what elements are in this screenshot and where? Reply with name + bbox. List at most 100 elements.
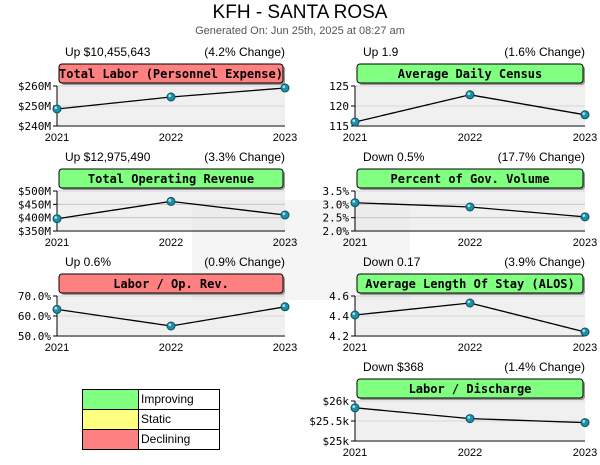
title-banner [356,63,584,84]
data-point-highlight [168,323,172,327]
data-point-highlight [352,200,356,203]
x-tick-label: 2023 [273,132,297,144]
data-point-highlight [352,312,356,316]
y-tick-label: $500M [18,185,51,198]
y-tick-label: 2.5% [323,212,350,225]
data-point [166,92,176,102]
x-tick-label: 2021 [45,132,69,144]
percent-change-text: (3.3% Change) [204,150,285,164]
y-tick-label: 4.4 [329,310,349,323]
x-tick-label: 2021 [343,342,367,354]
legend: Improving Static Declining [82,389,220,450]
percent-change-text: (4.2% Change) [204,45,285,59]
y-tick-label: $400M [18,212,51,225]
data-point-highlight [467,204,471,208]
data-point [280,302,290,312]
title-banner [356,378,584,399]
data-point [350,310,360,320]
data-point-highlight [54,216,58,219]
x-tick-label: 2023 [573,237,597,249]
change-text: Down $368 [363,360,424,374]
y-tick-label: 70.0% [18,290,51,303]
data-point [52,304,62,314]
title-banner [356,273,584,294]
y-tick-label: $260M [18,80,51,93]
y-tick-label: $25k [323,435,350,448]
generated-timestamp: Generated On: Jun 25th, 2025 at 08:27 am [195,25,405,37]
y-tick-label: $26k [323,395,350,408]
x-tick-label: 2022 [159,342,183,354]
data-point-highlight [282,212,286,216]
data-point-highlight [467,92,471,95]
chart-title: Percent of Gov. Volume [391,172,550,186]
percent-change-text: (3.9% Change) [504,255,585,269]
legend-label: Declining [141,432,191,446]
data-point [350,198,360,208]
change-text: Down 0.17 [363,255,421,269]
x-tick-label: 2022 [159,237,183,249]
y-tick-label: 115 [329,120,349,133]
data-point-highlight [582,214,586,218]
y-tick-label: 50.0% [18,330,51,343]
data-point [350,403,360,413]
data-point [52,104,62,114]
data-point [465,414,475,424]
change-text: Up $12,975,490 [65,150,151,164]
title-banner [58,168,284,189]
x-tick-label: 2022 [458,447,482,459]
y-tick-label: 4.6 [329,290,349,303]
data-point [465,202,475,212]
data-point [580,327,590,337]
chart-title: Average Length Of Stay (ALOS) [365,277,575,291]
y-tick-label: $450M [18,198,51,211]
y-tick-label: $350M [18,225,51,238]
legend-swatch-static [83,410,139,429]
data-point-highlight [168,198,172,202]
x-tick-label: 2021 [343,237,367,249]
x-tick-label: 2023 [573,447,597,459]
data-point-highlight [352,405,356,408]
legend-item-static: Static [83,409,219,429]
x-tick-label: 2021 [343,447,367,459]
legend-label: Improving [141,392,194,406]
legend-swatch-improving [83,390,139,409]
chart-title: Total Operating Revenue [88,172,254,186]
x-tick-label: 2021 [45,342,69,354]
data-point [580,110,590,120]
x-tick-label: 2021 [45,237,69,249]
chart-title: Labor / Op. Rev. [113,277,229,291]
data-point-highlight [582,329,586,333]
y-tick-label: 60.0% [18,310,51,323]
change-text: Up $10,455,643 [65,45,151,59]
x-tick-label: 2022 [458,237,482,249]
title-banner [356,168,584,189]
legend-label: Static [141,412,172,426]
title-banner [58,273,284,294]
y-tick-label: $240M [18,120,51,133]
x-tick-label: 2022 [458,132,482,144]
percent-change-text: (1.6% Change) [504,45,585,59]
x-tick-label: 2023 [573,132,597,144]
data-point-highlight [467,300,471,304]
change-text: Up 0.6% [65,255,111,269]
data-point [280,83,290,93]
data-point [580,418,590,428]
y-tick-label: $250M [18,100,51,113]
data-point [350,117,360,127]
x-tick-label: 2023 [273,237,297,249]
y-tick-label: 2.0% [323,225,350,238]
y-tick-label: 4.2 [329,330,349,343]
chart-title: Labor / Discharge [409,382,532,396]
data-point-highlight [54,306,58,310]
change-text: Up 1.9 [363,45,399,59]
data-point-highlight [54,106,58,110]
data-point-highlight [282,304,286,307]
data-point [465,90,475,100]
data-point-highlight [582,420,586,423]
data-point [580,212,590,222]
legend-item-declining: Declining [83,429,219,449]
page-title: KFH - SANTA ROSA [212,2,388,23]
data-point [52,214,62,224]
percent-change-text: (1.4% Change) [504,360,585,374]
data-point [166,196,176,206]
